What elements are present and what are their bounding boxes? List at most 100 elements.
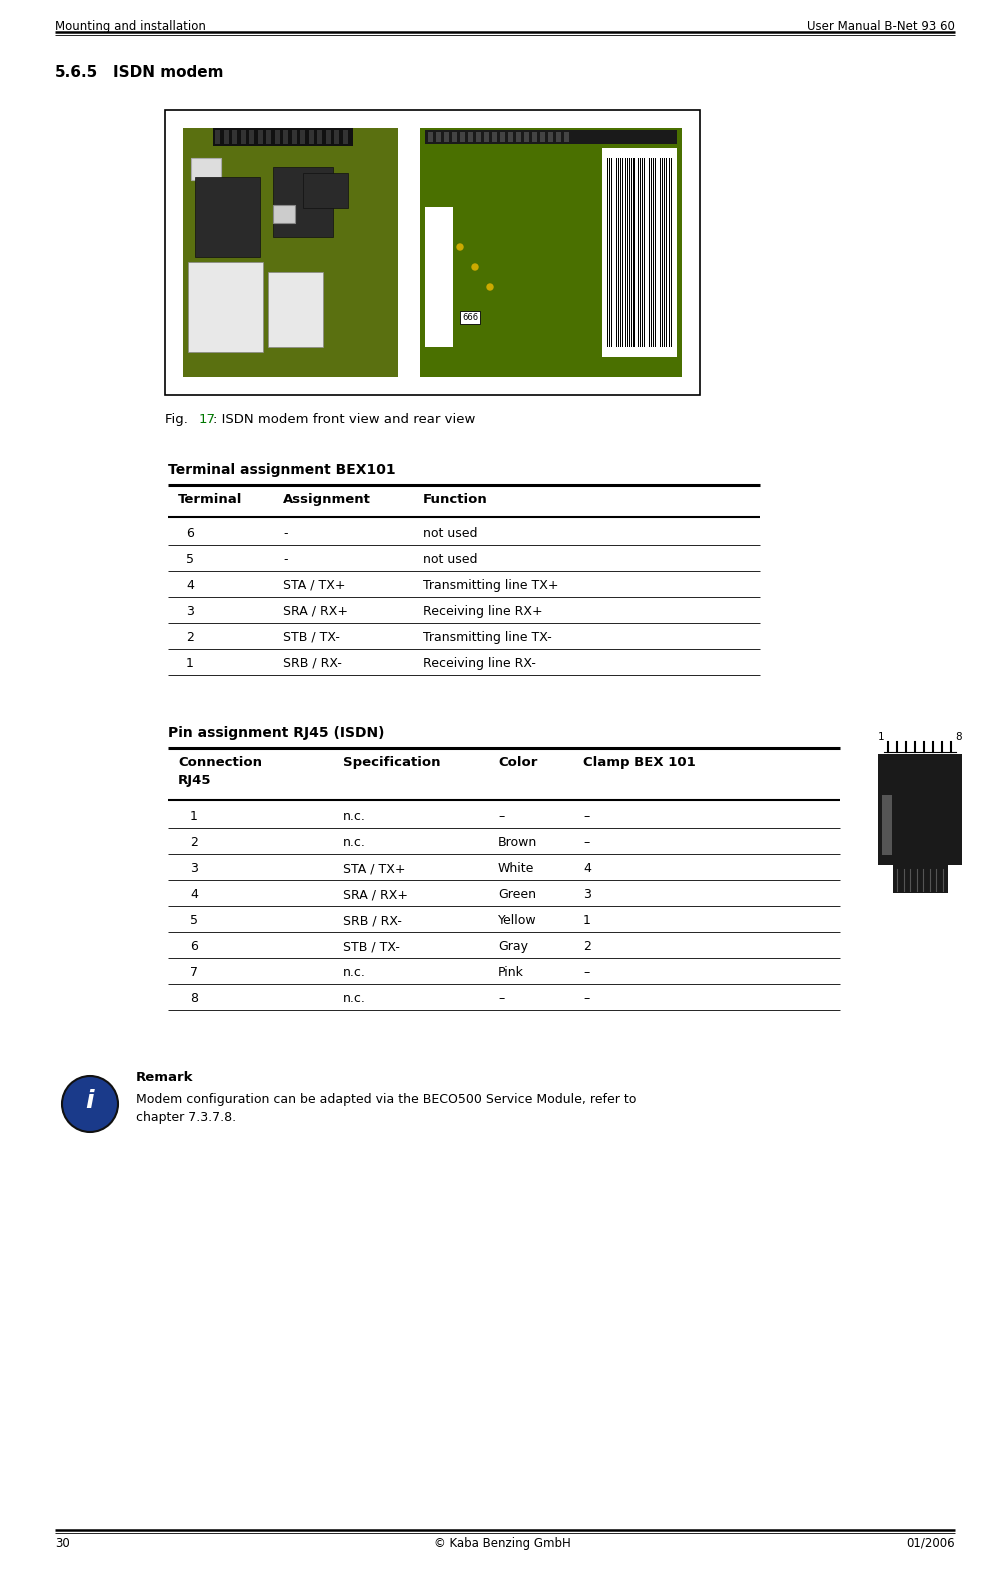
- Text: STB / TX-: STB / TX-: [343, 940, 400, 953]
- Bar: [317, 131, 322, 143]
- Bar: [651, 158, 652, 346]
- Text: 5: 5: [186, 553, 194, 565]
- Bar: [556, 132, 561, 142]
- Text: 2: 2: [186, 632, 194, 644]
- Bar: [607, 158, 608, 346]
- Text: Receiving line RX+: Receiving line RX+: [423, 605, 543, 617]
- Bar: [215, 131, 220, 143]
- Bar: [191, 158, 221, 180]
- Bar: [188, 261, 263, 351]
- Text: SRB / RX-: SRB / RX-: [343, 913, 402, 928]
- Text: © Kaba Benzing GmbH: © Kaba Benzing GmbH: [433, 1537, 571, 1550]
- Circle shape: [487, 284, 493, 290]
- Bar: [343, 131, 348, 143]
- Text: 4: 4: [190, 888, 198, 901]
- Text: 30: 30: [55, 1537, 69, 1550]
- Text: –: –: [583, 836, 589, 849]
- Bar: [878, 754, 962, 865]
- Text: Terminal assignment BEX101: Terminal assignment BEX101: [168, 463, 396, 477]
- Text: Assignment: Assignment: [283, 493, 371, 506]
- Text: Modem configuration can be adapted via the BECO500 Service Module, refer to
chap: Modem configuration can be adapted via t…: [136, 1093, 636, 1125]
- Text: Receiving line RX-: Receiving line RX-: [423, 657, 536, 669]
- Text: –: –: [498, 992, 505, 1005]
- Text: Remark: Remark: [136, 1071, 194, 1084]
- Bar: [303, 173, 348, 208]
- Text: 7: 7: [190, 965, 198, 980]
- Text: 1: 1: [583, 913, 591, 928]
- Text: n.c.: n.c.: [343, 992, 366, 1005]
- Bar: [524, 132, 529, 142]
- Text: SRA / RX+: SRA / RX+: [343, 888, 408, 901]
- Text: n.c.: n.c.: [343, 836, 366, 849]
- Bar: [420, 128, 682, 376]
- Text: White: White: [498, 862, 535, 876]
- Bar: [309, 131, 314, 143]
- Bar: [616, 158, 617, 346]
- Circle shape: [472, 265, 478, 269]
- Bar: [500, 132, 505, 142]
- Text: Pin assignment RJ45 (ISDN): Pin assignment RJ45 (ISDN): [168, 726, 385, 740]
- Text: 2: 2: [583, 940, 591, 953]
- Text: STB / TX-: STB / TX-: [283, 632, 340, 644]
- Bar: [326, 131, 331, 143]
- Text: 2: 2: [190, 836, 198, 849]
- Bar: [484, 132, 489, 142]
- Text: User Manual B-Net 93 60: User Manual B-Net 93 60: [807, 20, 955, 33]
- Text: Connection: Connection: [178, 756, 262, 769]
- Bar: [452, 132, 457, 142]
- Bar: [257, 131, 262, 143]
- Bar: [668, 158, 669, 346]
- Text: : ISDN modem front view and rear view: : ISDN modem front view and rear view: [213, 413, 475, 425]
- Bar: [291, 131, 296, 143]
- Text: Gray: Gray: [498, 940, 528, 953]
- Bar: [660, 158, 661, 346]
- Bar: [300, 131, 305, 143]
- Text: –: –: [498, 810, 505, 824]
- Text: Yellow: Yellow: [498, 913, 537, 928]
- Bar: [882, 795, 892, 855]
- Text: -: -: [283, 528, 287, 540]
- Text: 3: 3: [583, 888, 591, 901]
- Bar: [468, 132, 473, 142]
- Text: -: -: [283, 553, 287, 565]
- Text: 1: 1: [186, 657, 194, 669]
- Bar: [444, 132, 449, 142]
- Bar: [425, 131, 677, 143]
- Text: Color: Color: [498, 756, 538, 769]
- Bar: [195, 176, 260, 257]
- Text: RJ45: RJ45: [178, 773, 211, 788]
- Text: not used: not used: [423, 528, 477, 540]
- Bar: [548, 132, 553, 142]
- Bar: [428, 132, 433, 142]
- Bar: [223, 131, 228, 143]
- Bar: [232, 131, 237, 143]
- Bar: [273, 205, 295, 224]
- Text: –: –: [583, 810, 589, 824]
- Text: 4: 4: [186, 580, 194, 592]
- Bar: [283, 131, 288, 143]
- Bar: [476, 132, 481, 142]
- Text: n.c.: n.c.: [343, 810, 366, 824]
- Bar: [893, 863, 948, 893]
- Bar: [436, 132, 441, 142]
- Bar: [516, 132, 521, 142]
- Text: not used: not used: [423, 553, 477, 565]
- Bar: [249, 131, 254, 143]
- Text: STA / TX+: STA / TX+: [283, 580, 346, 592]
- Bar: [273, 167, 333, 236]
- Bar: [624, 158, 626, 346]
- Bar: [213, 128, 353, 146]
- Bar: [633, 158, 634, 346]
- Circle shape: [457, 244, 463, 250]
- Bar: [532, 132, 537, 142]
- Bar: [183, 128, 398, 376]
- Bar: [268, 272, 323, 346]
- Text: Transmitting line TX-: Transmitting line TX-: [423, 632, 552, 644]
- Text: Specification: Specification: [343, 756, 440, 769]
- Text: Green: Green: [498, 888, 536, 901]
- Bar: [564, 132, 569, 142]
- Bar: [540, 132, 545, 142]
- Text: Mounting and installation: Mounting and installation: [55, 20, 206, 33]
- Text: Pink: Pink: [498, 965, 524, 980]
- Bar: [492, 132, 497, 142]
